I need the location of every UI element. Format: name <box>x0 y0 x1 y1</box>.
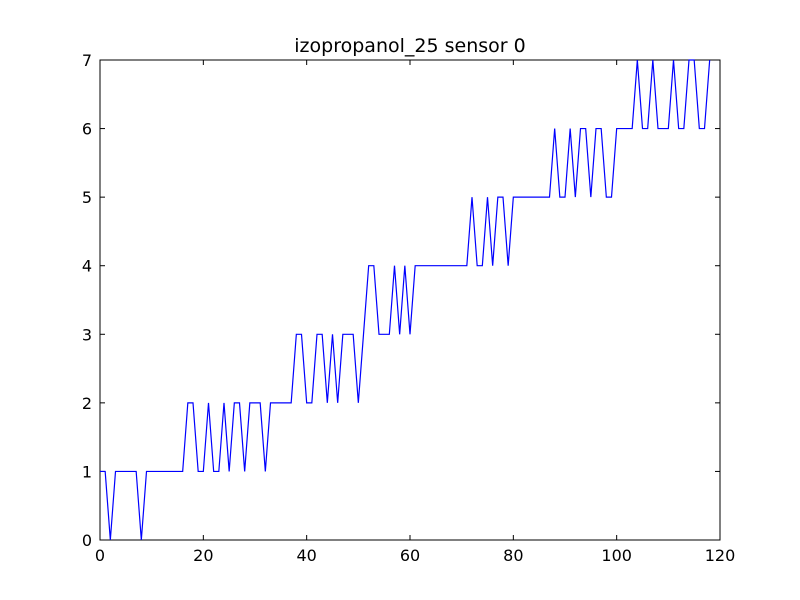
y-tick-label: 4 <box>82 257 92 276</box>
y-tick-label: 2 <box>82 394 92 413</box>
x-tick-label: 120 <box>705 546 736 565</box>
y-tick-label: 7 <box>82 51 92 70</box>
x-tick-label: 80 <box>503 546 523 565</box>
axis-ticks <box>99 59 721 541</box>
chart-title: izopropanol_25 sensor 0 <box>294 35 525 57</box>
y-tick-label: 1 <box>82 462 92 481</box>
y-tick-label: 5 <box>82 188 92 207</box>
x-tick-label: 0 <box>95 546 105 565</box>
series-line <box>100 59 711 541</box>
plot-area-frame <box>99 59 721 541</box>
y-tick-labels: 0 1 2 3 4 5 6 7 <box>82 51 92 550</box>
y-tick-label: 3 <box>82 325 92 344</box>
x-tick-label: 20 <box>193 546 213 565</box>
y-tick-label: 6 <box>82 120 92 139</box>
x-tick-labels: 0 20 40 60 80 100 120 <box>95 546 735 565</box>
x-tick-label: 40 <box>296 546 316 565</box>
y-tick-label: 0 <box>82 531 92 550</box>
x-tick-label: 100 <box>601 546 632 565</box>
x-tick-label: 60 <box>400 546 420 565</box>
